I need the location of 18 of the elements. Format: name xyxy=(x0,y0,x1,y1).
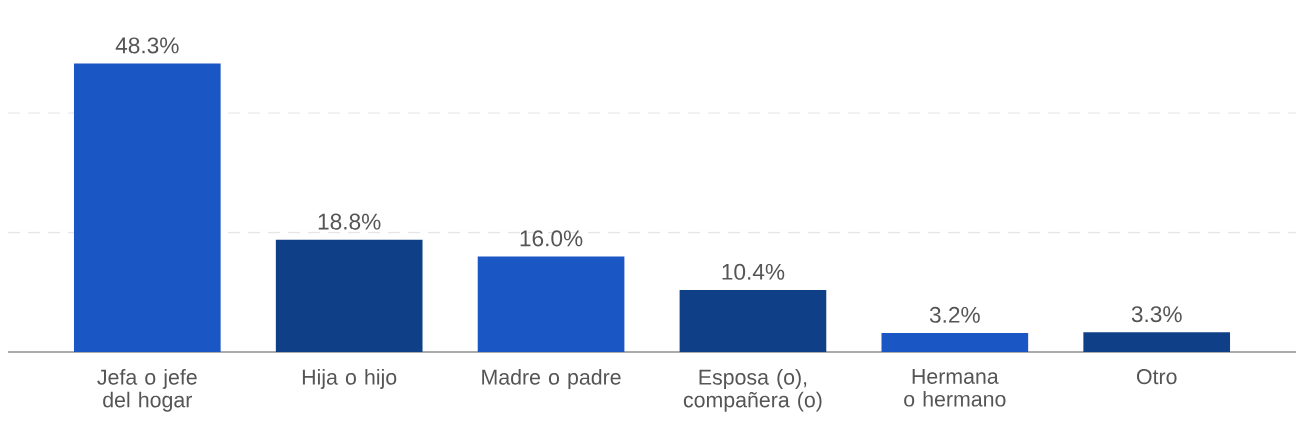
bar xyxy=(477,256,625,352)
x-tick-label: Otro xyxy=(1136,369,1177,385)
data-label: 18.8% xyxy=(318,213,381,230)
bar xyxy=(679,289,827,352)
x-tick-label: Jefa o jefe del hogar xyxy=(97,369,197,412)
bar xyxy=(73,63,221,352)
data-label: 3.3% xyxy=(1131,306,1182,323)
x-tick-label: Madre o padre xyxy=(482,369,621,389)
data-label: 16.0% xyxy=(520,230,583,247)
x-tick-label: Esposa (o), compañera (o) xyxy=(683,369,822,412)
data-label: 48.3% xyxy=(115,37,179,54)
data-label: 10.4% xyxy=(722,263,785,280)
bar xyxy=(881,332,1029,352)
bar xyxy=(275,239,423,352)
x-tick-label: Hija o hijo xyxy=(302,369,397,389)
bar xyxy=(1083,332,1231,352)
data-label: 3.2% xyxy=(929,306,980,323)
x-tick-label: Hermana o hermano xyxy=(904,369,1006,407)
